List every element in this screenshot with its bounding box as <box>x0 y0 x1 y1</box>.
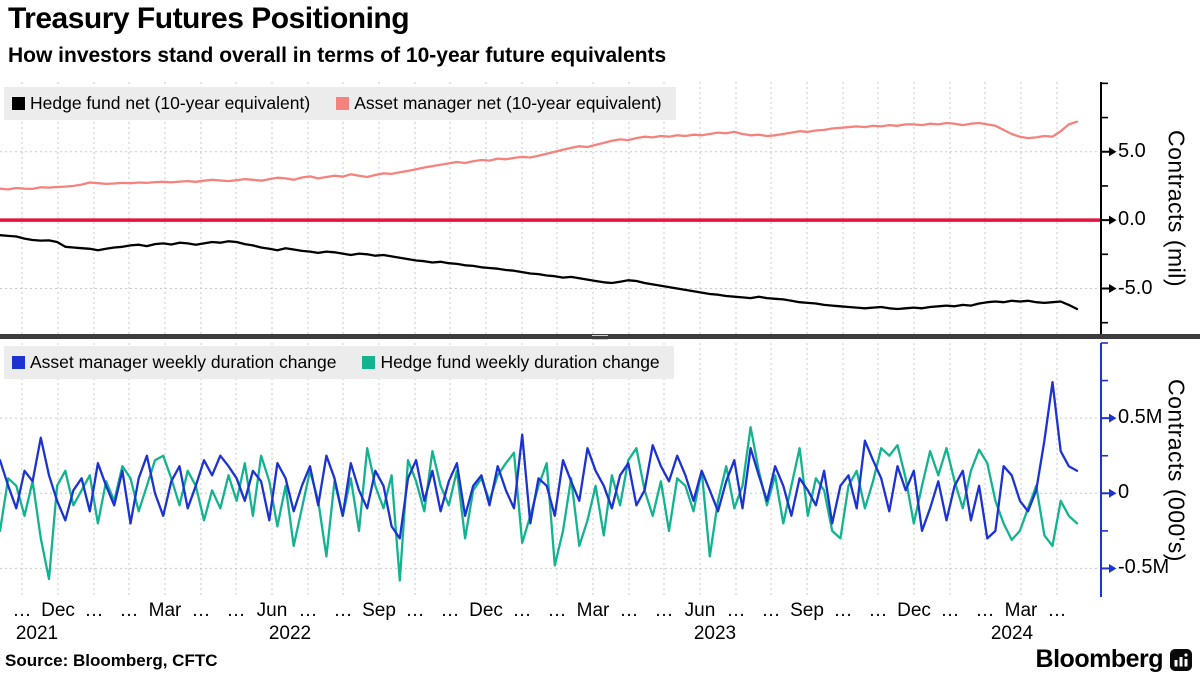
x-tick-label: Dec <box>41 600 75 621</box>
bloomberg-logo: Bloomberg <box>1036 645 1192 674</box>
x-tick-label: … <box>333 600 353 621</box>
x-tick-label: … <box>440 600 460 621</box>
legend-item-asset-manager-net[interactable]: Asset manager net (10-year equivalent) <box>336 93 662 114</box>
hedge-fund-duration-swatch-icon <box>362 356 376 369</box>
bloomberg-terminal-icon <box>1170 648 1192 671</box>
x-tick-label: Jun <box>256 600 288 621</box>
series-line-hedge-fund-net-10-year-equivalent- <box>0 234 1079 311</box>
bottom-panel-plot <box>0 343 1100 597</box>
x-year-label: 2023 <box>693 623 737 644</box>
legend-label: Hedge fund weekly duration change <box>380 352 660 372</box>
x-tick-label: … <box>12 600 32 621</box>
x-tick-label: Mar <box>148 600 182 621</box>
series-line-hedge-fund-weekly-duration-change <box>0 426 1079 582</box>
legend-top-panel: Hedge fund net (10-year equivalent) Asse… <box>4 87 676 120</box>
legend-item-asset-manager-duration[interactable]: Asset manager weekly duration change <box>12 352 336 373</box>
x-tick-label: Mar <box>576 600 610 621</box>
x-tick-label: … <box>1047 600 1067 621</box>
y-tick-label: 0.5M <box>1118 406 1163 429</box>
top-axis-unit-label: Contracts (mil) <box>1163 129 1190 287</box>
legend-label: Asset manager net (10-year equivalent) <box>354 93 662 113</box>
x-tick-label: Dec <box>469 600 503 621</box>
series-line-asset-manager-net-10-year-equivalent- <box>0 120 1079 191</box>
x-tick-label: … <box>619 600 639 621</box>
x-tick-label: … <box>226 600 246 621</box>
asset-manager-duration-swatch-icon <box>12 356 25 369</box>
x-tick-label: … <box>726 600 746 621</box>
top-panel-plot <box>0 82 1100 335</box>
y-tick-label: 5.0 <box>1118 139 1146 162</box>
x-tick-label: … <box>761 600 781 621</box>
x-tick-label: … <box>940 600 960 621</box>
y-tick-label: -5.0 <box>1118 276 1153 299</box>
legend-bottom-panel: Asset manager weekly duration change Hed… <box>4 346 674 379</box>
bloomberg-wordmark: Bloomberg <box>1035 645 1164 673</box>
x-tick-label: … <box>833 600 853 621</box>
legend-label: Asset manager weekly duration change <box>30 352 337 372</box>
x-tick-label: … <box>191 600 211 621</box>
x-tick-label: … <box>654 600 674 621</box>
y-tick-arrow-icon <box>1109 488 1117 498</box>
x-tick-label: Dec <box>897 600 931 621</box>
hedge-fund-net-swatch-icon <box>12 97 25 110</box>
asset-manager-net-swatch-icon <box>336 97 350 110</box>
x-tick-label: … <box>84 600 104 621</box>
legend-item-hedge-fund-duration[interactable]: Hedge fund weekly duration change <box>362 352 660 373</box>
x-tick-label: … <box>298 600 318 621</box>
y-tick-arrow-icon <box>1109 147 1117 157</box>
bottom-axis-unit-label: Contracts (000's) <box>1163 378 1190 562</box>
page-subtitle: How investors stand overall in terms of … <box>8 44 667 67</box>
x-tick-label: Sep <box>790 600 824 621</box>
y-tick-arrow-icon <box>1109 563 1117 573</box>
y-tick-label: 0.0 <box>1118 208 1146 231</box>
source-note: Source: Bloomberg, CFTC <box>5 651 218 670</box>
page-title: Treasury Futures Positioning <box>8 2 410 35</box>
x-tick-label: … <box>119 600 139 621</box>
x-tick-label: … <box>547 600 567 621</box>
legend-item-hedge-fund-net[interactable]: Hedge fund net (10-year equivalent) <box>12 93 310 114</box>
panel-splitter[interactable] <box>0 334 1200 340</box>
x-tick-label: … <box>405 600 425 621</box>
series-line-asset-manager-weekly-duration-change <box>0 380 1079 540</box>
x-tick-label: Jun <box>684 600 716 621</box>
x-tick-label: … <box>868 600 888 621</box>
x-tick-label: … <box>512 600 532 621</box>
x-tick-label: Sep <box>362 600 396 621</box>
y-tick-arrow-icon <box>1109 284 1117 294</box>
y-tick-arrow-icon <box>1109 413 1117 423</box>
x-tick-label: Mar <box>1004 600 1038 621</box>
y-tick-label: -0.5M <box>1118 556 1170 579</box>
y-tick-arrow-icon <box>1109 215 1117 225</box>
y-tick-label: 0 <box>1118 481 1130 504</box>
legend-label: Hedge fund net (10-year equivalent) <box>30 93 311 113</box>
x-year-label: 2021 <box>15 623 59 644</box>
x-year-label: 2022 <box>268 623 312 644</box>
x-tick-label: … <box>975 600 995 621</box>
x-year-label: 2024 <box>990 623 1034 644</box>
splitter-handle-icon[interactable] <box>592 335 608 340</box>
